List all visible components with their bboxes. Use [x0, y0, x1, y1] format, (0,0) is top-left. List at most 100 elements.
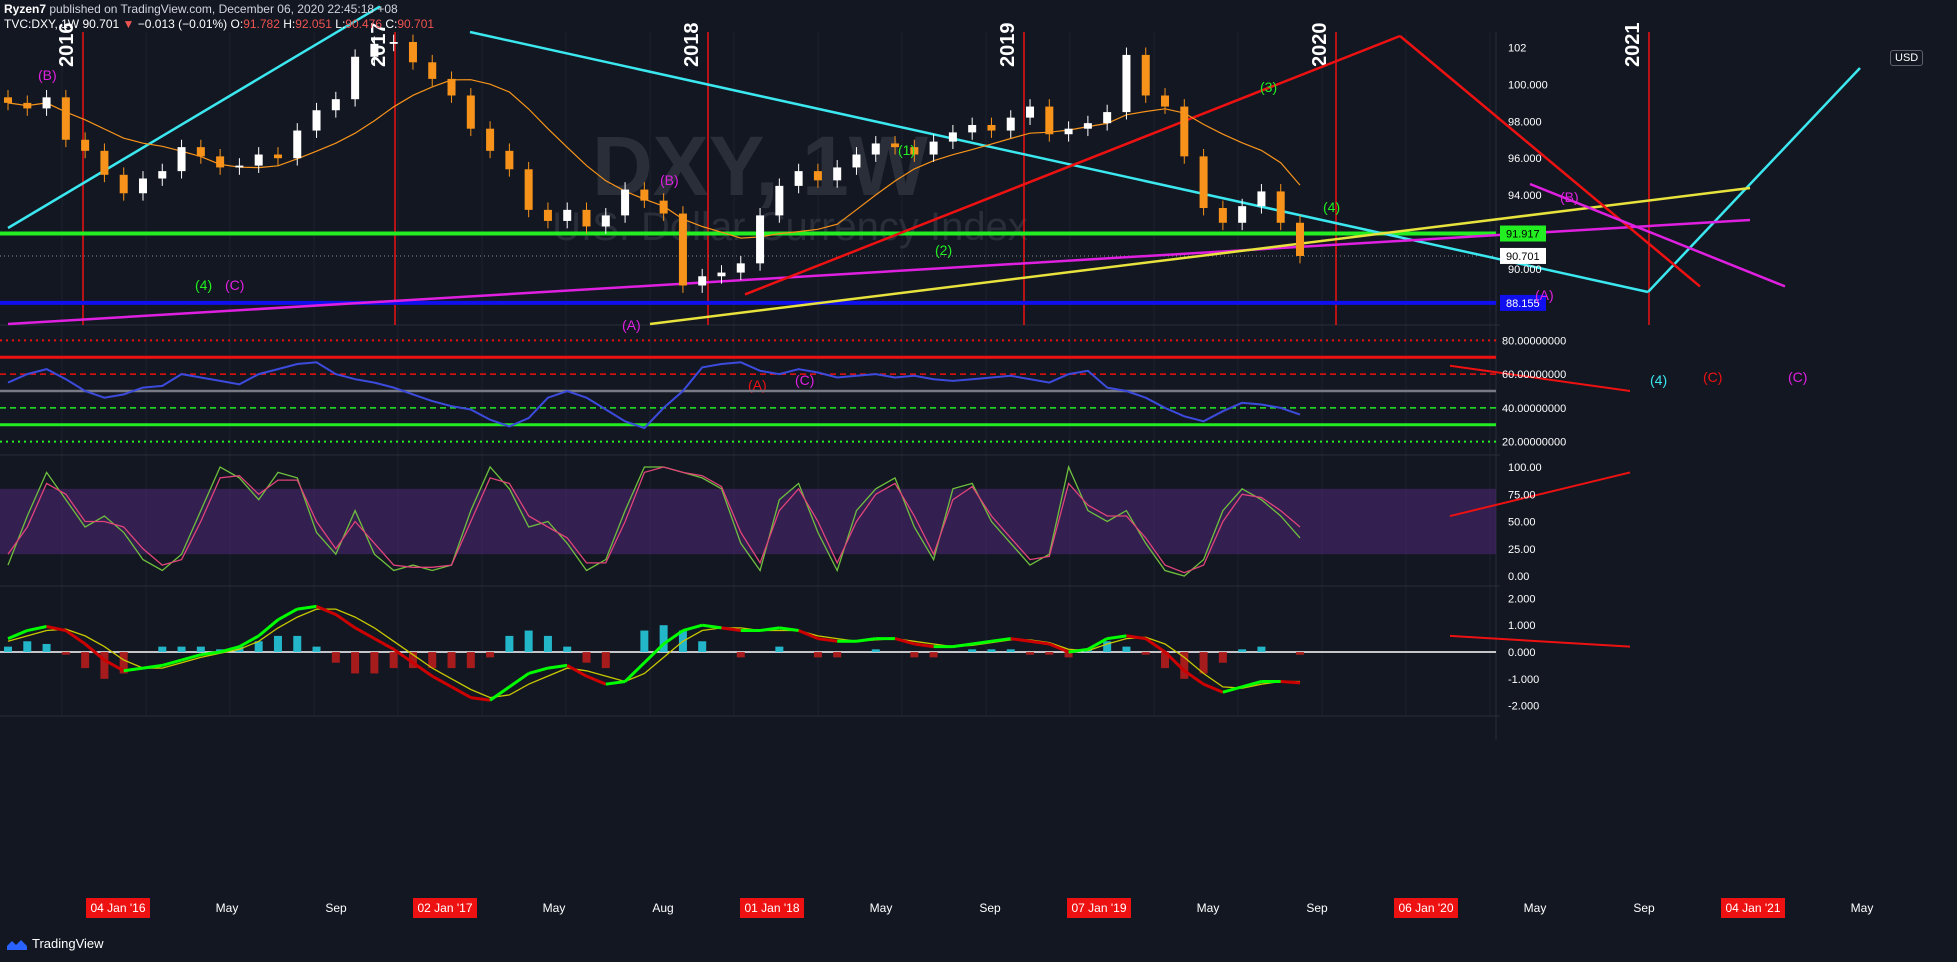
time-tick-label: Sep	[1633, 901, 1655, 915]
macd-tick-label: -2.000	[1508, 701, 1539, 713]
time-tick-label: 01 Jan '18	[744, 901, 799, 915]
macd-segment	[952, 642, 973, 649]
trendline-yellow	[649, 186, 1751, 326]
histogram-bar	[601, 652, 610, 669]
price-tick-label: 102	[1508, 43, 1526, 55]
candle-body	[466, 95, 475, 129]
macd-segment	[219, 645, 240, 654]
published-info: published on TradingView.com, December 0…	[49, 2, 398, 16]
macd-segment	[605, 680, 626, 686]
time-tick-label: 04 Jan '16	[90, 901, 145, 915]
wave-label: (4)	[1650, 372, 1667, 388]
high-label: H:	[283, 17, 296, 31]
histogram-bar	[698, 641, 707, 652]
candle-body	[640, 189, 649, 201]
wave-label: (C)	[1788, 369, 1807, 385]
time-tick-label: May	[1197, 901, 1220, 915]
candle-body	[42, 97, 51, 109]
price-tick-label: 100.000	[1508, 79, 1548, 91]
candle-body	[1006, 117, 1015, 131]
macd-segment	[566, 664, 588, 678]
histogram-bar	[158, 646, 167, 652]
histogram-bar	[582, 652, 591, 663]
candle-body	[1257, 191, 1266, 207]
macd-segment	[894, 637, 915, 646]
time-tick-label: Sep	[979, 901, 1001, 915]
candle-body	[1122, 54, 1131, 113]
macd-segment	[528, 666, 549, 675]
trendline-magenta-down	[1529, 182, 1786, 288]
price-tag-bg	[1500, 247, 1546, 264]
candle-body	[177, 147, 186, 172]
macd-segment	[238, 634, 260, 648]
histogram-bar	[331, 652, 340, 663]
candle-body	[235, 165, 244, 168]
macd-divergence-line	[1449, 634, 1631, 648]
histogram-bar	[968, 649, 977, 652]
close-value: 90.701	[397, 17, 435, 31]
histogram-bar	[4, 646, 12, 652]
histogram-bar	[273, 635, 282, 652]
wave-label: (1)	[898, 142, 915, 158]
macd-segment	[624, 661, 646, 683]
watermark-name: U.S. Dollar Currency Index	[552, 205, 1028, 249]
histogram-bar	[543, 635, 552, 652]
high-value: 92.051	[295, 17, 332, 31]
stoch-tick-label: 50.00	[1508, 517, 1536, 529]
candle-body	[929, 141, 938, 155]
histogram-bar	[1257, 646, 1266, 652]
candle-body	[794, 171, 803, 186]
trendline-cyan-down	[469, 30, 1649, 294]
macd-tick-label: 1.000	[1508, 620, 1536, 632]
candle-body	[524, 169, 533, 210]
candle-body	[505, 150, 514, 170]
time-tick-label: 06 Jan '20	[1398, 901, 1453, 915]
candle-body	[1103, 112, 1112, 124]
histogram-bar	[447, 652, 456, 669]
candle-body	[351, 56, 360, 100]
histogram-bar	[1180, 652, 1189, 679]
time-tick-label: May	[1524, 901, 1547, 915]
currency-button[interactable]: USD	[1890, 50, 1924, 66]
macd-segment	[798, 629, 819, 640]
rsi-divergence-line	[1449, 364, 1631, 392]
candle-body	[312, 110, 321, 131]
macd-segment	[392, 648, 414, 664]
open-label: O:	[230, 17, 244, 31]
candle-body	[1180, 106, 1189, 157]
chart-header: Ryzen7 published on TradingView.com, Dec…	[4, 2, 434, 32]
footer-brand[interactable]: TradingView	[6, 936, 104, 951]
macd-segment	[1144, 637, 1166, 654]
histogram-bar	[524, 630, 533, 652]
rsi-tick-label: 80.00000000	[1502, 335, 1566, 347]
trendline-red	[744, 34, 1401, 296]
rsi-tick-label: 60.00000000	[1502, 369, 1566, 381]
year-tick-bg	[1394, 898, 1458, 918]
candle-body	[1276, 191, 1285, 223]
symbol[interactable]: TVC:DXY, 1W	[4, 17, 80, 31]
histogram-bar	[466, 652, 475, 669]
candle-body	[100, 150, 109, 175]
histogram-bar	[370, 652, 379, 674]
wave-label: (3)	[1260, 79, 1277, 95]
candle-body	[601, 215, 610, 227]
macd-histogram	[4, 625, 1304, 679]
price-change: −0.013 (−0.01%)	[137, 17, 228, 31]
candle-body	[736, 263, 745, 273]
histogram-bar	[351, 652, 360, 674]
candle-body	[910, 147, 919, 155]
rsi-tick-label: 40.00000000	[1502, 403, 1566, 415]
time-tick-label: May	[1851, 901, 1874, 915]
histogram-bar	[1122, 646, 1131, 652]
year-tick-bg	[86, 898, 150, 918]
wave-label: (C)	[1703, 369, 1722, 385]
histogram-bar	[61, 652, 70, 655]
macd-segment	[103, 658, 125, 673]
histogram-bar	[1141, 652, 1150, 655]
macd-segment	[26, 625, 47, 633]
macd-segment	[354, 626, 376, 640]
candle-body	[81, 139, 90, 151]
histogram-bar	[408, 652, 417, 669]
candle-body	[408, 42, 417, 63]
